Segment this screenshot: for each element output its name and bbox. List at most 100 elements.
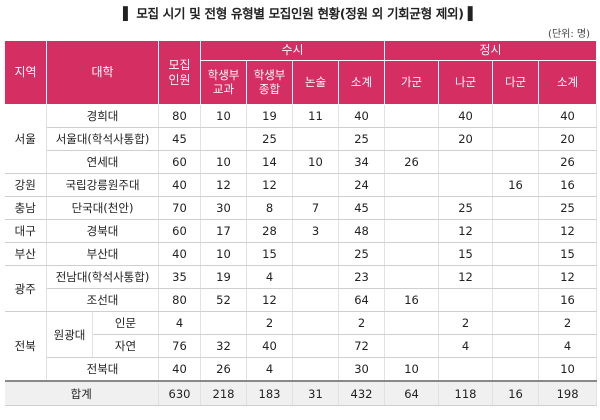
header-jeongsi-na: 나군: [438, 60, 494, 105]
value-cell: 10: [292, 150, 339, 174]
value-cell: 20: [438, 127, 494, 151]
value-cell: [492, 334, 540, 358]
value-cell: [438, 173, 494, 197]
value-cell: 40: [438, 104, 494, 128]
table-row: 대구 경북대 60 17 28 3 48 12 12: [4, 219, 598, 243]
value-cell: 12: [438, 265, 494, 289]
value-cell: [292, 173, 339, 197]
region-cell: 강원: [4, 173, 47, 197]
total-cell: 64: [384, 380, 440, 406]
value-cell: 12: [538, 219, 598, 243]
value-cell: 70: [158, 196, 201, 220]
univ-cell: 단국대(천안): [46, 196, 159, 220]
value-cell: 32: [200, 334, 247, 358]
value-cell: 25: [438, 196, 494, 220]
table-row: 충남 단국대(천안) 70 30 8 7 45 25 25: [4, 196, 598, 220]
value-cell: 80: [158, 104, 201, 128]
value-cell: 4: [438, 334, 494, 358]
value-cell: [438, 150, 494, 174]
value-cell: [292, 127, 339, 151]
value-cell: 14: [246, 150, 293, 174]
value-cell: 8: [246, 196, 293, 220]
univ-group-cell: 원광대: [46, 311, 93, 358]
univ-cell: 경북대: [46, 219, 159, 243]
header-susi-gyogwa: 학생부 교과: [200, 60, 247, 105]
table-row: 전북대 40 26 4 30 10 10: [5, 357, 598, 382]
value-cell: [292, 334, 339, 358]
value-cell: [492, 196, 540, 220]
value-cell: [492, 288, 540, 312]
total-cell: 118: [438, 380, 494, 406]
unit-note: (단위: 명): [548, 29, 590, 40]
total-row: 합계 630 218 183 31 432 64 118 16 198: [4, 380, 598, 406]
total-cell: 198: [538, 380, 598, 406]
value-cell: [438, 288, 494, 312]
value-cell: 30: [200, 196, 247, 220]
value-cell: 2: [338, 311, 386, 335]
value-cell: 25: [538, 196, 598, 220]
value-cell: [492, 242, 540, 266]
value-cell: 48: [338, 219, 386, 243]
value-cell: 19: [200, 265, 247, 289]
region-cell: 광주: [4, 265, 47, 312]
value-cell: [384, 334, 440, 358]
value-cell: 45: [338, 196, 386, 220]
header-jeongsi-ga: 가군: [384, 60, 440, 105]
value-cell: 3: [292, 219, 339, 243]
value-cell: 15: [438, 242, 494, 266]
value-cell: 60: [158, 219, 201, 243]
value-cell: 7: [292, 196, 339, 220]
value-cell: 4: [246, 357, 293, 382]
table-row: 강원 국립강릉원주대 40 12 12 24 16 16: [4, 173, 598, 197]
value-cell: 4: [538, 334, 598, 358]
value-cell: [438, 357, 494, 382]
table-row: 연세대 60 10 14 10 34 26 26: [5, 150, 598, 174]
value-cell: [384, 242, 440, 266]
page-title: ▌ 모집 시기 및 전형 유형별 모집인원 현황(정원 외 기회균형 제외) ▌: [122, 6, 478, 21]
value-cell: 12: [246, 173, 293, 197]
value-cell: 25: [246, 127, 293, 151]
value-cell: 45: [158, 127, 201, 151]
value-cell: 17: [200, 219, 247, 243]
header-susi-jonghap: 학생부 종합: [246, 60, 293, 105]
value-cell: 34: [338, 150, 386, 174]
value-cell: 2: [538, 311, 598, 335]
table-row: 조선대 80 52 12 64 16 16: [5, 288, 598, 312]
univ-cell: 조선대: [46, 288, 159, 312]
value-cell: 40: [158, 242, 201, 266]
value-cell: 19: [246, 104, 293, 128]
value-cell: 12: [200, 173, 247, 197]
value-cell: 26: [200, 357, 247, 382]
value-cell: 10: [200, 242, 247, 266]
value-cell: [292, 357, 339, 382]
value-cell: 10: [200, 104, 247, 128]
value-cell: 15: [538, 242, 598, 266]
value-cell: 40: [338, 104, 386, 128]
univ-cell: 서울대(학석사통합): [46, 127, 159, 151]
value-cell: [292, 265, 339, 289]
value-cell: 26: [384, 150, 440, 174]
value-cell: [492, 150, 540, 174]
header-univ: 대학: [46, 40, 159, 105]
value-cell: [492, 265, 540, 289]
value-cell: 20: [538, 127, 598, 151]
value-cell: [384, 127, 440, 151]
value-cell: [292, 242, 339, 266]
univ-cell: 국립강릉원주대: [46, 173, 159, 197]
value-cell: [384, 104, 440, 128]
value-cell: 76: [158, 334, 201, 358]
header-susi-nonsul: 논술: [292, 60, 339, 105]
value-cell: 40: [538, 104, 598, 128]
header-quota: 모집 인원: [158, 40, 201, 105]
univ-cell: 전남대(학석사통합): [46, 265, 159, 289]
value-cell: 16: [384, 288, 440, 312]
value-cell: 40: [158, 357, 201, 382]
value-cell: 12: [438, 219, 494, 243]
region-cell: 충남: [4, 196, 47, 220]
value-cell: [492, 104, 540, 128]
univ-subcell: 자연: [92, 334, 159, 358]
table-row: 부산 부산대 40 10 15 25 15 15: [4, 242, 598, 266]
value-cell: 80: [158, 288, 201, 312]
value-cell: 40: [158, 173, 201, 197]
